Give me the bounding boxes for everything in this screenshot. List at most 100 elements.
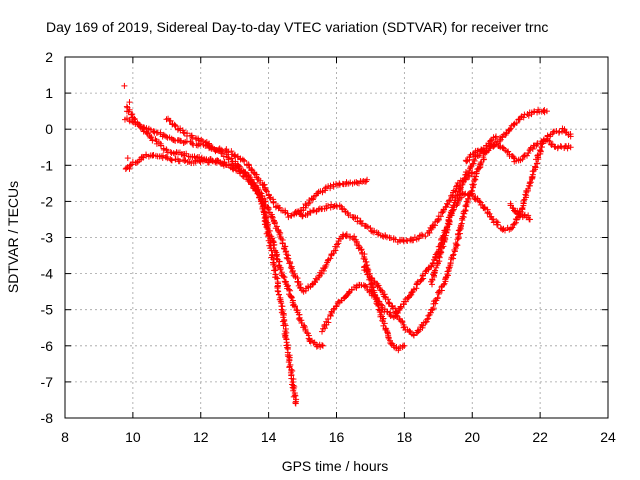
data-point [538, 144, 545, 151]
data-point [167, 117, 174, 124]
data-point [148, 134, 155, 141]
data-point [275, 288, 282, 295]
data-point [167, 149, 174, 156]
data-point [129, 159, 136, 166]
data-point [206, 159, 213, 166]
data-point [141, 125, 148, 132]
data-point [251, 183, 258, 190]
data-point [510, 121, 517, 128]
data-point [463, 198, 470, 205]
data-point [298, 320, 305, 327]
data-point [475, 152, 482, 159]
series-10 [507, 200, 533, 223]
data-point [139, 153, 146, 160]
data-point [136, 121, 143, 128]
x-tick-label: 16 [329, 429, 345, 445]
x-axis-label: GPS time / hours [282, 458, 389, 474]
data-point [181, 157, 188, 164]
data-point [262, 198, 269, 205]
data-point [404, 237, 411, 244]
data-point [285, 214, 292, 221]
data-point [493, 218, 500, 225]
data-point [149, 137, 156, 144]
data-point [164, 155, 171, 162]
data-point [321, 265, 328, 272]
data-point [147, 126, 154, 133]
data-point [519, 156, 526, 163]
data-point [277, 266, 284, 273]
data-point [543, 136, 550, 143]
data-point [469, 169, 476, 176]
data-point [525, 149, 532, 156]
data-point [281, 317, 288, 324]
data-point [284, 282, 291, 289]
data-point [418, 276, 425, 283]
data-point [330, 181, 337, 188]
data-point [288, 212, 295, 219]
data-point [454, 199, 461, 206]
data-point [434, 294, 441, 301]
data-point [467, 164, 474, 171]
data-point [327, 182, 334, 189]
data-point [453, 241, 460, 248]
data-point [305, 335, 312, 342]
data-point [151, 128, 158, 135]
y-tick-label: 2 [45, 49, 53, 65]
data-point [363, 258, 370, 265]
data-point [393, 312, 400, 319]
data-point [271, 248, 278, 255]
data-point [189, 140, 196, 147]
data-point [444, 268, 451, 275]
data-point [506, 126, 513, 133]
data-point [214, 147, 221, 154]
data-point [121, 82, 128, 89]
data-point [262, 215, 269, 222]
data-point [407, 292, 414, 299]
data-point [125, 108, 132, 115]
data-point [494, 221, 501, 228]
data-point [287, 287, 294, 294]
data-point [524, 185, 531, 192]
data-point [290, 376, 297, 383]
data-point [507, 125, 514, 132]
data-point [482, 205, 489, 212]
data-point [223, 146, 230, 153]
data-point [493, 133, 500, 140]
data-point [364, 176, 371, 183]
data-point [291, 303, 298, 310]
data-point [460, 178, 467, 185]
data-point [285, 353, 292, 360]
data-point [343, 231, 350, 238]
data-point [364, 223, 371, 230]
x-tick-label: 24 [600, 429, 616, 445]
data-point [529, 146, 536, 153]
data-point [452, 240, 459, 247]
data-point [263, 187, 270, 194]
data-point [456, 185, 463, 192]
data-point [263, 188, 270, 195]
data-point [395, 345, 402, 352]
data-point [224, 153, 231, 160]
data-point [419, 322, 426, 329]
data-point [171, 121, 178, 128]
data-point [456, 195, 463, 202]
data-point [324, 316, 331, 323]
x-tick-labels: 8 10 12 14 16 18 20 22 24 [61, 429, 616, 445]
data-point [418, 231, 425, 238]
data-point [228, 155, 235, 162]
data-point [367, 225, 374, 232]
data-point [513, 119, 520, 126]
data-point [507, 225, 514, 232]
data-point [450, 203, 457, 210]
data-point [481, 204, 488, 211]
y-tick-label: -5 [41, 302, 54, 318]
data-point [264, 224, 271, 231]
data-point [489, 136, 496, 143]
data-point [476, 198, 483, 205]
data-point [511, 220, 518, 227]
data-point [540, 137, 547, 144]
x-tick-label: 18 [397, 429, 413, 445]
data-point [287, 264, 294, 271]
data-point [523, 152, 530, 159]
